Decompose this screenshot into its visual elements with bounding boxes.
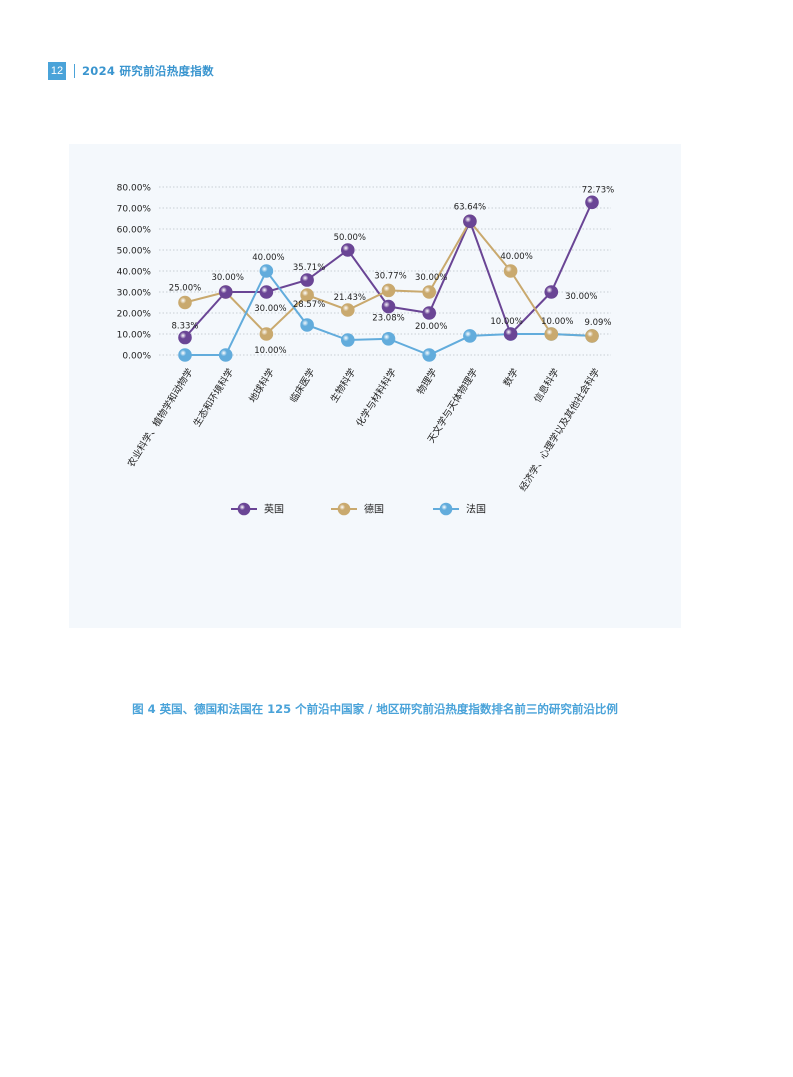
line-chart: 0.00% 10.00% 20.00% 30.00% 40.00% 50.00% 60.00… [117, 184, 615, 516]
data-label: 10.00% [541, 317, 573, 327]
data-label: 30.00% [415, 273, 447, 283]
x-tick-label: 生态和环境科学 [191, 366, 236, 429]
data-point [503, 264, 518, 278]
y-tick-label: 80.00% [117, 184, 152, 194]
y-tick-label: 70.00% [117, 205, 152, 215]
x-tick-label: 生物科学 [328, 366, 358, 405]
data-point [259, 285, 274, 299]
data-label: 25.00% [169, 284, 201, 294]
data-point [585, 329, 599, 343]
data-point [259, 327, 274, 341]
data-point [381, 332, 396, 346]
data-label: 63.64% [454, 202, 486, 212]
data-point [300, 318, 314, 332]
legend-label: 德国 [364, 503, 384, 516]
data-label: 30.77% [374, 271, 406, 281]
data-label: 30.00% [565, 292, 597, 302]
data-point [381, 283, 396, 298]
data-point [300, 273, 314, 287]
y-tick-label: 40.00% [117, 268, 152, 278]
y-tick-label: 10.00% [117, 331, 152, 341]
data-point [463, 329, 477, 343]
data-label: 40.00% [252, 253, 284, 263]
x-tick-label: 信息科学 [532, 366, 562, 405]
data-label: 30.00% [211, 273, 243, 283]
data-label: 8.33% [171, 322, 198, 332]
header-divider [74, 64, 75, 78]
x-tick-label: 经济学、心理学以及其他社会科学 [517, 366, 603, 493]
x-tick-label: 地球科学 [247, 366, 277, 405]
legend: 英国 德国 法国 [231, 503, 486, 516]
data-point [544, 285, 559, 299]
x-tick-label: 数学 [501, 366, 521, 388]
x-tick-label: 临床医学 [287, 366, 317, 405]
data-labels: 8.33% 30.00% 35.71% 50.00% 23.08% 20.00% 10.00… [169, 185, 614, 356]
data-point [218, 348, 233, 362]
data-point [178, 295, 192, 310]
y-tick-label: 30.00% [117, 289, 152, 299]
data-label: 35.71% [293, 263, 325, 273]
data-label: 28.57% [293, 300, 325, 310]
data-point [259, 264, 274, 278]
page-number: 12 [45, 59, 66, 80]
data-label: 10.00% [254, 346, 286, 356]
legend-marker [337, 502, 351, 516]
legend-label: 法国 [466, 503, 486, 516]
data-point [463, 214, 477, 229]
figure-panel: 0.00% 10.00% 20.00% 30.00% 40.00% 50.00% 60.00… [69, 144, 681, 716]
y-tick-label: 0.00% [122, 352, 151, 362]
data-label: 21.43% [334, 293, 366, 303]
data-point [340, 303, 355, 317]
data-point [178, 348, 192, 362]
data-point [218, 285, 233, 299]
y-axis-ticks: 0.00% 10.00% 20.00% 30.00% 40.00% 50.00% 60.00… [117, 184, 152, 362]
figure-caption: 图 4 英国、德国和法国在 125 个前沿中国家 / 地区研究前沿热度指数排名前… [132, 702, 618, 716]
y-tick-label: 60.00% [117, 226, 152, 236]
data-point [340, 333, 355, 347]
page-header: 12 2024 研究前沿热度指数 [45, 59, 214, 82]
legend-label: 英国 [264, 503, 284, 516]
x-tick-label: 农业科学、植物学和动物学 [125, 366, 196, 469]
data-point [340, 243, 355, 257]
header-title: 2024 研究前沿热度指数 [82, 64, 214, 78]
data-label: 23.08% [372, 314, 404, 324]
y-tick-label: 50.00% [117, 247, 152, 257]
data-point [178, 330, 192, 345]
data-label: 20.00% [415, 322, 447, 332]
data-label: 72.73% [582, 185, 614, 195]
data-point [585, 195, 599, 210]
data-label: 40.00% [500, 252, 532, 262]
legend-marker [439, 502, 453, 516]
x-tick-label: 物理学 [414, 366, 439, 397]
data-point [300, 288, 314, 302]
data-point [381, 299, 396, 314]
data-point [544, 327, 559, 341]
series-points [178, 195, 599, 362]
data-label: 50.00% [334, 233, 366, 243]
data-label: 10.00% [490, 317, 522, 327]
x-tick-label: 化学与材料科学 [354, 366, 399, 429]
data-point [422, 306, 437, 320]
data-point [422, 285, 437, 299]
legend-marker [237, 502, 251, 516]
y-tick-label: 20.00% [117, 310, 152, 320]
data-point [422, 348, 437, 362]
data-point [503, 327, 518, 341]
data-label: 30.00% [254, 304, 286, 314]
data-label: 9.09% [584, 318, 611, 328]
